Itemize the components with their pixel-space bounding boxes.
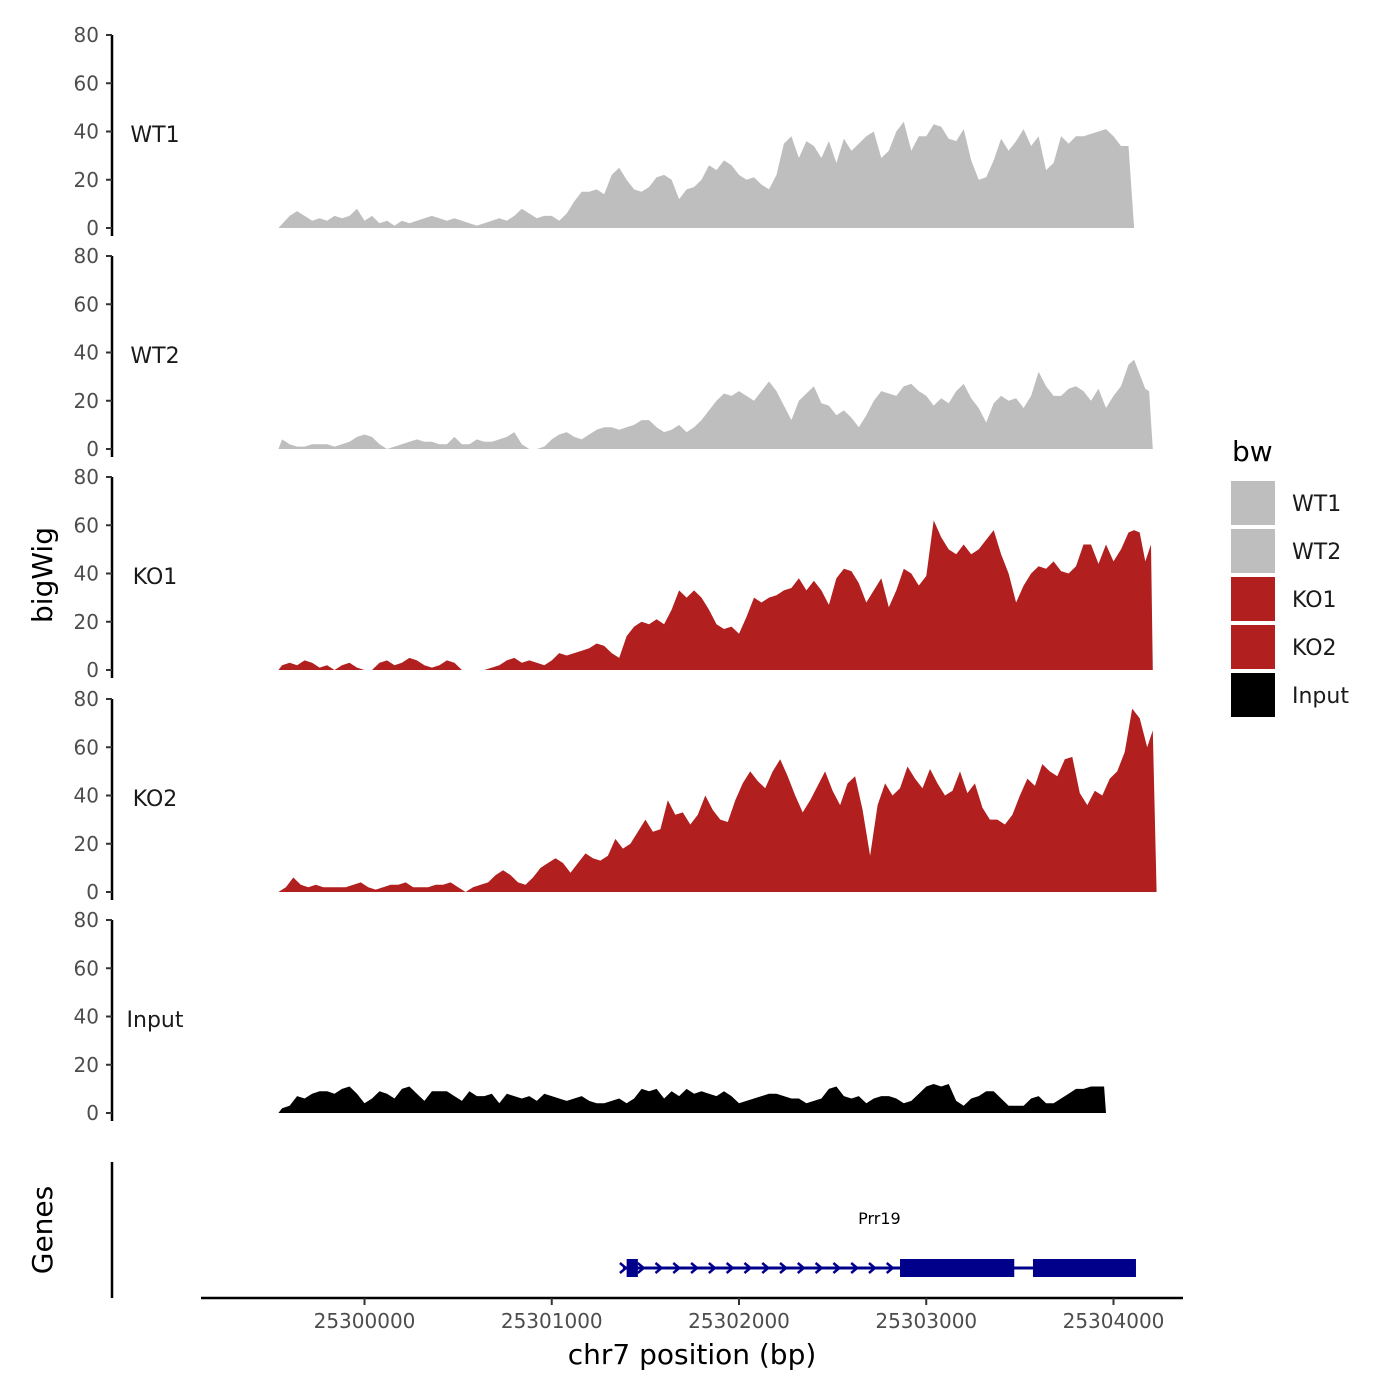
x-tick-label: 25301000 xyxy=(501,1309,603,1333)
y-tick-label: 60 xyxy=(74,956,99,980)
legend-label: Input xyxy=(1292,684,1349,709)
legend-swatch xyxy=(1231,673,1275,717)
coverage-area-ko2 xyxy=(278,708,1157,892)
coverage-tracks: 0 20 40 60 80 WT1 0 20 40 60 80 WT2 0 20 40 60 80 KO1 0 20 4… xyxy=(74,23,1157,1125)
y-tick-label: 40 xyxy=(74,1005,99,1029)
gene-track: Genes Prr19 xyxy=(26,1162,1136,1298)
strand-chevron-icon xyxy=(725,1262,735,1274)
track-label: Input xyxy=(127,1008,184,1033)
coverage-area-wt2 xyxy=(278,359,1153,449)
y-tick-label: 20 xyxy=(74,1053,99,1077)
legend-label: WT1 xyxy=(1292,492,1341,517)
y-tick-label: 60 xyxy=(74,513,99,537)
strand-chevron-icon xyxy=(850,1262,860,1274)
x-tick-label: 25303000 xyxy=(875,1309,977,1333)
legend-label: WT2 xyxy=(1292,540,1341,565)
x-tick-label: 25300000 xyxy=(314,1309,416,1333)
track-wt2: 0 20 40 60 80 WT2 xyxy=(74,244,1153,461)
gene-exon xyxy=(626,1259,638,1277)
y-tick-label: 80 xyxy=(74,687,99,711)
gene-exon xyxy=(1032,1259,1136,1277)
track-label: KO1 xyxy=(133,565,178,590)
y-tick-label: 40 xyxy=(74,120,99,144)
y-tick-label: 20 xyxy=(74,832,99,856)
strand-chevron-icon xyxy=(885,1262,895,1274)
y-tick-label: 0 xyxy=(86,658,99,682)
x-axis-title: chr7 position (bp) xyxy=(568,1338,817,1371)
y-tick-label: 20 xyxy=(74,389,99,413)
strand-chevron-icon xyxy=(796,1262,806,1274)
track-wt1: 0 20 40 60 80 WT1 xyxy=(74,23,1135,240)
strand-chevron-icon xyxy=(814,1262,824,1274)
x-tick-label: 25302000 xyxy=(688,1309,790,1333)
y-tick-label: 40 xyxy=(74,784,99,808)
strand-chevron-icon xyxy=(672,1262,682,1274)
strand-chevron-icon xyxy=(654,1262,664,1274)
y-tick-label: 20 xyxy=(74,610,99,634)
gene-track-title: Genes xyxy=(26,1186,59,1274)
y-tick-label: 60 xyxy=(74,71,99,95)
strand-chevron-icon xyxy=(743,1262,753,1274)
strand-chevron-icon xyxy=(636,1262,646,1274)
coverage-area-input xyxy=(278,1084,1106,1113)
legend-swatch xyxy=(1231,481,1275,525)
track-label: WT2 xyxy=(130,344,179,369)
gene-exon xyxy=(900,1259,1015,1277)
strand-chevron-icon xyxy=(761,1262,771,1274)
x-tick-label: 25304000 xyxy=(1063,1309,1165,1333)
legend: bw WT1 WT2 KO1 KO2 Input xyxy=(1231,435,1349,717)
coverage-area-wt1 xyxy=(278,121,1135,228)
y-tick-label: 0 xyxy=(86,216,99,240)
track-input: 0 20 40 60 80 Input xyxy=(74,908,1106,1125)
coverage-area-ko1 xyxy=(278,520,1153,670)
y-tick-label: 40 xyxy=(74,562,99,586)
track-ko2: 0 20 40 60 80 KO2 xyxy=(74,687,1157,904)
strand-chevron-icon xyxy=(690,1262,700,1274)
strand-chevron-icon xyxy=(619,1262,628,1274)
y-tick-label: 80 xyxy=(74,23,99,47)
y-tick-label: 0 xyxy=(86,1101,99,1125)
legend-label: KO2 xyxy=(1292,636,1337,661)
strand-chevron-icon xyxy=(779,1262,788,1274)
legend-label: KO1 xyxy=(1292,588,1337,613)
strand-chevron-icon xyxy=(832,1262,842,1274)
y-tick-label: 40 xyxy=(74,341,99,365)
strand-chevron-icon xyxy=(708,1262,717,1274)
track-label: WT1 xyxy=(130,123,179,148)
y-tick-label: 0 xyxy=(86,437,99,461)
y-axis-title: bigWig xyxy=(26,527,59,623)
strand-chevron-icon xyxy=(868,1262,877,1274)
track-ko1: 0 20 40 60 80 KO1 xyxy=(74,465,1153,682)
y-tick-label: 60 xyxy=(74,735,99,759)
y-tick-label: 0 xyxy=(86,880,99,904)
track-label: KO2 xyxy=(133,787,178,812)
y-tick-label: 80 xyxy=(74,465,99,489)
y-tick-label: 60 xyxy=(74,292,99,316)
y-tick-label: 20 xyxy=(74,168,99,192)
y-tick-label: 80 xyxy=(74,908,99,932)
gene-name-label: Prr19 xyxy=(858,1209,901,1228)
legend-swatch xyxy=(1231,577,1275,621)
legend-swatch xyxy=(1231,529,1275,573)
legend-swatch xyxy=(1231,625,1275,669)
y-tick-label: 80 xyxy=(74,244,99,268)
x-axis: chr7 position (bp) 25300000 25301000 25302… xyxy=(201,1296,1183,1371)
legend-title: bw xyxy=(1232,435,1273,468)
